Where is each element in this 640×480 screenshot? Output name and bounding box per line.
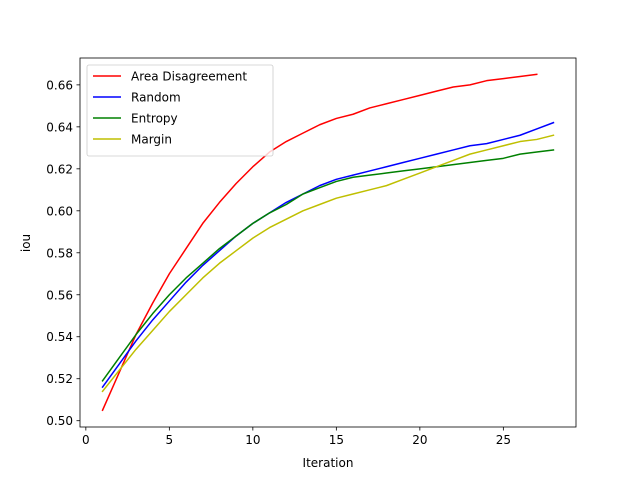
y-tick-label: 0.58 (46, 246, 73, 260)
axes: 0 5 10 15 20 25 0.50 0.52 0.54 0.56 0.58 0.60 0.62 0.… (46, 57, 577, 447)
x-tick-label: 5 (166, 433, 174, 447)
series-line-3 (101, 134, 555, 393)
y-tick-label: 0.66 (46, 78, 73, 92)
legend-box (86, 64, 274, 157)
y-tick-label: 0.60 (46, 204, 73, 218)
axes-frame (79, 57, 577, 428)
legend-label-2: Entropy (131, 112, 178, 126)
x-tick-label: 10 (245, 433, 260, 447)
x-tick-label: 0 (82, 433, 90, 447)
y-tick-label: 0.62 (46, 162, 73, 176)
series-line-0 (101, 73, 538, 412)
plot-area (101, 73, 555, 412)
y-tick-label: 0.64 (46, 120, 73, 134)
legend: Area Disagreement Random Entropy Margin (86, 64, 274, 157)
legend-label-1: Random (131, 91, 181, 105)
legend-label-3: Margin (131, 133, 172, 147)
x-tick-label: 25 (496, 433, 511, 447)
series-line-2 (101, 149, 555, 382)
y-tick-label: 0.52 (46, 372, 73, 386)
y-tick-label: 0.56 (46, 288, 73, 302)
series-line-1 (101, 121, 555, 389)
x-axis-title: Iteration (303, 456, 354, 470)
legend-label-0: Area Disagreement (131, 70, 247, 84)
y-axis-title: iou (19, 234, 33, 252)
y-tick-label: 0.50 (46, 414, 73, 428)
x-tick-label: 15 (329, 433, 344, 447)
y-tick-label: 0.54 (46, 330, 73, 344)
x-tick-label: 20 (412, 433, 427, 447)
